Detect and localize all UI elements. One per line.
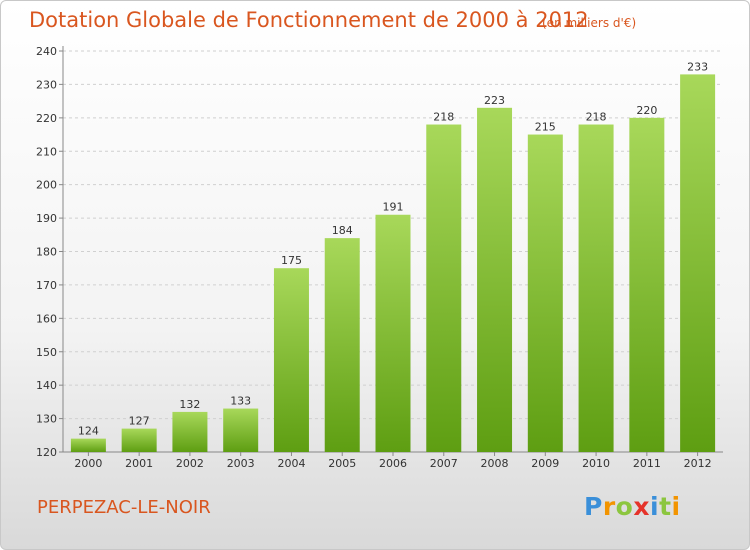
bar-value-label: 233 <box>687 60 708 73</box>
bar <box>273 268 309 452</box>
bar <box>172 411 208 452</box>
x-tick-label: 2005 <box>328 457 356 470</box>
bar <box>578 124 614 453</box>
bar-value-label: 175 <box>281 254 302 267</box>
x-tick-label: 2004 <box>277 457 305 470</box>
y-tick-label: 140 <box>36 379 57 392</box>
bar-value-label: 191 <box>383 201 404 214</box>
bar-value-label: 132 <box>179 398 200 411</box>
chart-unit: (en milliers d'€) <box>542 16 637 30</box>
y-tick-label: 150 <box>36 346 57 359</box>
bar <box>477 107 513 452</box>
x-tick-label: 2002 <box>176 457 204 470</box>
x-tick-label: 2010 <box>582 457 610 470</box>
x-tick-label: 2009 <box>531 457 559 470</box>
y-tick-label: 160 <box>36 312 57 325</box>
logo-letter: x <box>633 492 650 521</box>
bar <box>629 117 665 452</box>
logo-letter: P <box>584 492 603 521</box>
bar <box>70 438 106 452</box>
bar-value-label: 127 <box>129 415 150 428</box>
y-tick-label: 190 <box>36 212 57 225</box>
x-tick-label: 2003 <box>227 457 255 470</box>
y-tick-label: 120 <box>36 446 57 459</box>
x-tick-label: 2007 <box>430 457 458 470</box>
bar-value-label: 220 <box>636 104 657 117</box>
y-tick-label: 220 <box>36 112 57 125</box>
logo-letter: t <box>659 492 672 521</box>
y-tick-label: 130 <box>36 413 57 426</box>
x-tick-label: 2006 <box>379 457 407 470</box>
x-tick-label: 2008 <box>481 457 509 470</box>
commune-name: PERPEZAC-LE-NOIR <box>37 497 211 518</box>
x-tick-label: 2012 <box>684 457 712 470</box>
bar <box>426 124 462 453</box>
bar <box>375 214 411 452</box>
x-tick-label: 2011 <box>633 457 661 470</box>
y-tick-label: 180 <box>36 246 57 259</box>
bar-value-label: 215 <box>535 121 556 134</box>
y-tick-label: 200 <box>36 179 57 192</box>
bar-value-label: 184 <box>332 224 353 237</box>
bar <box>324 238 360 452</box>
bar-value-label: 218 <box>586 111 607 124</box>
y-tick-label: 210 <box>36 145 57 158</box>
bar <box>121 428 157 452</box>
bar <box>223 408 259 452</box>
chart-title: Dotation Globale de Fonctionnement de 20… <box>29 8 589 32</box>
proxiti-logo: Proxiti <box>584 492 681 521</box>
bar-value-label: 218 <box>433 111 454 124</box>
bar <box>527 134 563 452</box>
y-tick-label: 170 <box>36 279 57 292</box>
bar <box>680 74 716 453</box>
logo-letter: i <box>650 492 660 521</box>
y-tick-label: 240 <box>36 45 57 58</box>
logo-letter: i <box>671 492 681 521</box>
y-tick-label: 230 <box>36 78 57 91</box>
logo-letter: o <box>615 492 634 521</box>
logo-letter: r <box>602 492 616 521</box>
x-tick-label: 2000 <box>74 457 102 470</box>
bar-value-label: 124 <box>78 425 99 438</box>
x-tick-label: 2001 <box>125 457 153 470</box>
bar-value-label: 223 <box>484 94 505 107</box>
bar-value-label: 133 <box>230 395 251 408</box>
